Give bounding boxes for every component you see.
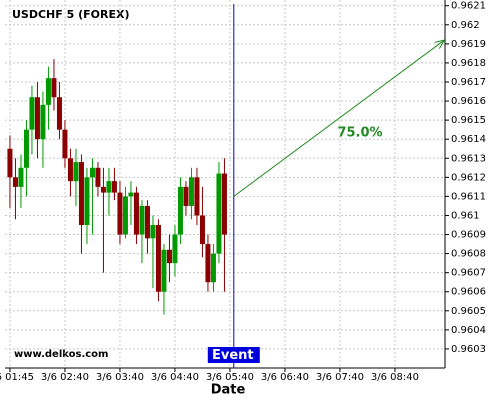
candle-body bbox=[172, 234, 178, 264]
candle-body bbox=[29, 97, 35, 130]
candle-body bbox=[161, 249, 167, 292]
candle-body bbox=[12, 177, 18, 187]
candle-body bbox=[144, 205, 150, 239]
candle-body bbox=[166, 249, 172, 264]
y-tick-label: 0.9612 bbox=[451, 172, 486, 183]
x-axis-label: Date bbox=[211, 383, 246, 398]
x-tick-label: 3/6 04:40 bbox=[151, 372, 199, 383]
y-tick-label: 0.9607 bbox=[451, 268, 486, 279]
x-tick-label: 3/6 06:40 bbox=[261, 372, 309, 383]
candle-body bbox=[205, 244, 211, 283]
y-tick-label: 0.961 bbox=[451, 210, 480, 221]
y-tick-label: 0.9608 bbox=[451, 249, 486, 260]
y-tick-label: 0.9603 bbox=[451, 344, 486, 355]
candle-body bbox=[221, 173, 227, 235]
candle-body bbox=[89, 167, 95, 178]
x-tick-label: 3/6 02:40 bbox=[41, 372, 89, 383]
candle-body bbox=[78, 162, 84, 225]
candle-body bbox=[183, 186, 189, 206]
y-tick-label: 0.9609 bbox=[451, 230, 486, 241]
candle-body bbox=[51, 78, 57, 98]
candle-body bbox=[210, 253, 216, 283]
candle-body bbox=[34, 97, 40, 140]
x-tick-label: 3/6 07:40 bbox=[316, 372, 364, 383]
candle-body bbox=[45, 78, 51, 105]
candle-body bbox=[23, 129, 29, 168]
x-tick-label: 3/6 05:40 bbox=[206, 372, 254, 383]
candle-body bbox=[194, 177, 200, 216]
x-tick-label: 3/6 01:45 bbox=[0, 372, 34, 383]
y-tick-label: 0.9614 bbox=[451, 134, 486, 145]
event-label-box bbox=[207, 347, 260, 363]
candle-body bbox=[40, 104, 46, 140]
candle-body bbox=[7, 148, 13, 178]
candle-body bbox=[150, 224, 156, 239]
projection-label: 75.0% bbox=[337, 126, 382, 141]
y-tick-label: 0.9617 bbox=[451, 77, 486, 88]
y-tick-label: 0.9621 bbox=[451, 1, 486, 12]
candle-body bbox=[106, 181, 112, 193]
candle-body bbox=[128, 192, 134, 197]
candle-body bbox=[133, 192, 139, 235]
candle-body bbox=[100, 186, 106, 193]
y-tick-label: 0.962 bbox=[451, 20, 480, 31]
y-tick-label: 0.9615 bbox=[451, 115, 486, 126]
x-tick-label: 3/6 03:40 bbox=[96, 372, 144, 383]
candle-body bbox=[18, 167, 24, 187]
y-tick-label: 0.9616 bbox=[451, 96, 486, 107]
y-tick-label: 0.9611 bbox=[451, 191, 486, 202]
candle-body bbox=[67, 158, 73, 182]
candle-body bbox=[73, 162, 79, 182]
y-tick-label: 0.9605 bbox=[451, 306, 486, 317]
y-tick-label: 0.9604 bbox=[451, 325, 486, 336]
candle-body bbox=[155, 224, 161, 292]
candle-body bbox=[188, 177, 194, 206]
candle-body bbox=[111, 181, 117, 193]
projection-arrow bbox=[233, 39, 445, 197]
candle-body bbox=[95, 167, 101, 187]
y-tick-label: 0.9613 bbox=[451, 153, 486, 164]
event-label: Event bbox=[212, 348, 254, 363]
candle-body bbox=[122, 196, 128, 235]
chart-title: USDCHF 5 (FOREX) bbox=[12, 8, 129, 21]
y-tick-label: 0.9618 bbox=[451, 58, 486, 69]
candle-body bbox=[62, 129, 68, 159]
candle-body bbox=[117, 192, 123, 235]
candle-body bbox=[216, 173, 222, 254]
y-tick-label: 0.9606 bbox=[451, 287, 486, 298]
candle-body bbox=[199, 215, 205, 245]
watermark: www.delkos.com bbox=[14, 349, 108, 360]
candle-body bbox=[177, 186, 183, 235]
y-tick-label: 0.9619 bbox=[451, 39, 486, 50]
x-tick-label: 3/6 08:40 bbox=[371, 372, 419, 383]
candle-body bbox=[139, 205, 145, 235]
candle-body bbox=[56, 97, 62, 130]
arrow-head bbox=[434, 39, 446, 49]
candle-body bbox=[84, 177, 90, 225]
